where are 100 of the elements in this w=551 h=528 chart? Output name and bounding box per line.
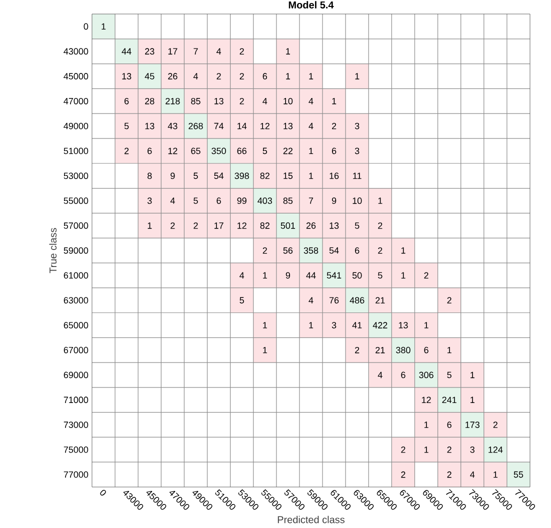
data-label: 173 xyxy=(466,422,480,428)
data-label: 65 xyxy=(191,148,200,154)
data-label: 10 xyxy=(284,98,293,104)
data-label: 403 xyxy=(258,198,272,204)
data-label: 1 xyxy=(378,198,382,204)
data-label: 5 xyxy=(262,148,268,154)
data-label: 422 xyxy=(372,322,388,328)
data-label: 1 xyxy=(424,322,428,328)
data-label: 41 xyxy=(352,322,362,328)
chart-title: Model 5.4 xyxy=(288,1,334,8)
y-tick-label: 47000 xyxy=(64,98,88,104)
data-label: 3 xyxy=(354,122,360,130)
data-label: 350 xyxy=(212,148,226,154)
data-label: 44 xyxy=(122,48,132,54)
data-label: 11 xyxy=(353,172,362,179)
data-label: 1 xyxy=(470,396,474,403)
y-tick-label: 59000 xyxy=(64,247,88,254)
data-label: 1 xyxy=(470,372,474,378)
data-label: 268 xyxy=(188,122,203,130)
data-label: 486 xyxy=(350,297,364,304)
data-label: 6 xyxy=(447,422,452,428)
data-label: 9 xyxy=(332,198,336,204)
data-label: 1 xyxy=(263,272,267,278)
data-label: 14 xyxy=(238,122,247,130)
data-label: 1 xyxy=(401,247,406,254)
y-tick-label: 49000 xyxy=(64,122,88,130)
data-label: 16 xyxy=(330,172,339,180)
data-label: 5 xyxy=(240,297,244,304)
data-label: 4 xyxy=(308,297,314,304)
data-label: 4 xyxy=(308,98,314,104)
data-label: 22 xyxy=(283,148,292,154)
data-label: 4 xyxy=(193,73,198,80)
data-label: 21 xyxy=(376,346,385,354)
data-label: 124 xyxy=(488,446,503,453)
data-label: 21 xyxy=(376,297,385,304)
data-label: 9 xyxy=(170,172,175,180)
data-label: 2 xyxy=(332,122,336,130)
data-label: 26 xyxy=(306,222,316,229)
data-label: 5 xyxy=(124,122,129,130)
data-label: 7 xyxy=(194,48,198,54)
y-tick-label: 69000 xyxy=(64,372,88,378)
data-label: 1 xyxy=(309,148,314,154)
data-label: 1 xyxy=(424,422,428,428)
data-label: 4 xyxy=(216,48,222,54)
data-label: 54 xyxy=(214,172,224,179)
y-tick-label: 67000 xyxy=(64,346,88,354)
data-label: 2 xyxy=(240,73,244,80)
data-label: 2 xyxy=(194,222,198,229)
data-label: 66 xyxy=(237,148,246,154)
data-label: 2 xyxy=(401,446,406,453)
data-label: 85 xyxy=(283,198,293,204)
data-label: 380 xyxy=(396,346,410,354)
data-label: 13 xyxy=(214,98,224,104)
data-label: 26 xyxy=(168,73,178,80)
data-label: 56 xyxy=(283,247,293,254)
data-label: 5 xyxy=(354,222,360,229)
y-axis-title: True class xyxy=(49,228,57,274)
data-label: 2 xyxy=(240,98,244,104)
data-label: 2 xyxy=(447,471,452,478)
data-label: 44 xyxy=(306,272,316,278)
data-label: 82 xyxy=(260,222,270,229)
y-tick-label: 65000 xyxy=(64,322,88,328)
data-label: 5 xyxy=(194,172,198,179)
data-label: 54 xyxy=(329,247,339,254)
data-label: 12 xyxy=(168,148,178,154)
data-label: 13 xyxy=(330,222,339,229)
data-label: 17 xyxy=(168,48,178,54)
y-tick-label: 63000 xyxy=(64,297,88,304)
data-label: 28 xyxy=(145,98,154,104)
data-label: 55 xyxy=(514,471,524,478)
data-label: 12 xyxy=(238,222,246,229)
data-label: 2 xyxy=(170,222,175,229)
y-tick-label: 45000 xyxy=(64,73,88,80)
data-label: 12 xyxy=(260,122,270,130)
data-label: 1 xyxy=(494,471,498,478)
data-label: 1 xyxy=(401,272,406,278)
data-label: 4 xyxy=(262,98,268,104)
x-tick-label: 0 xyxy=(100,490,106,496)
data-label: 5 xyxy=(447,372,452,378)
data-label: 13 xyxy=(284,122,293,130)
data-label: 1 xyxy=(309,172,314,179)
x-axis-title: Predicted class xyxy=(278,516,345,524)
data-label: 4 xyxy=(378,372,382,378)
data-label: 541 xyxy=(326,272,342,279)
y-tick-label: 57000 xyxy=(64,222,88,229)
data-label: 1 xyxy=(424,446,428,453)
data-label: 13 xyxy=(398,322,408,328)
data-label: 2 xyxy=(124,148,129,154)
data-label: 17 xyxy=(214,222,224,229)
data-label: 6 xyxy=(124,98,129,104)
data-label: 3 xyxy=(147,198,152,204)
data-label: 50 xyxy=(352,272,362,279)
y-tick-label: 71000 xyxy=(64,396,88,404)
data-label: 3 xyxy=(354,148,360,154)
data-label: 2 xyxy=(378,222,382,229)
data-label: 74 xyxy=(214,122,224,130)
data-label: 6 xyxy=(424,346,428,354)
data-label: 2 xyxy=(424,272,428,279)
data-label: 85 xyxy=(191,98,200,104)
data-label: 23 xyxy=(145,48,154,55)
